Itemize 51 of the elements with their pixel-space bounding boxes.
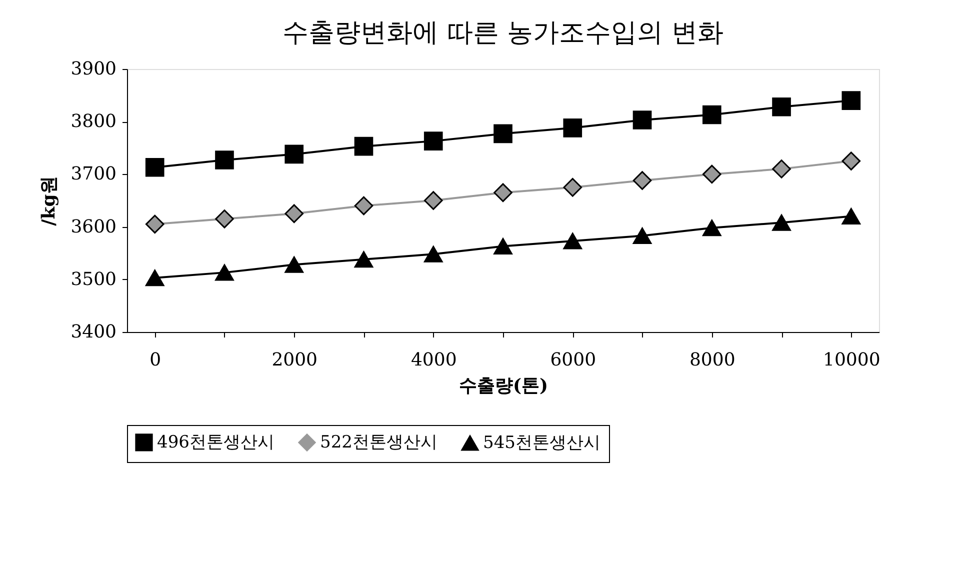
point: [354, 136, 374, 156]
legend-label: 522천톤생산시: [320, 432, 438, 452]
point: [424, 191, 443, 210]
point: [145, 158, 164, 177]
point: [215, 150, 234, 170]
point: [772, 160, 791, 178]
point: [284, 256, 304, 273]
x-tick-label: 0: [150, 350, 162, 370]
x-tick-label: 10000: [823, 350, 880, 370]
legend-label: 545천톤생산시: [483, 433, 600, 454]
point: [494, 183, 512, 202]
point: [563, 178, 582, 197]
point: [563, 118, 582, 138]
point: [354, 196, 374, 216]
y-tick-label: 3500: [70, 268, 116, 290]
point: [632, 227, 652, 244]
point: [702, 105, 722, 124]
point: [424, 132, 443, 150]
y-tick-label: 3800: [70, 111, 116, 132]
x-tick-label: 4000: [410, 350, 457, 370]
point: [494, 124, 512, 144]
point: [424, 246, 443, 262]
point: [772, 97, 791, 116]
x-tick-label: 6000: [550, 350, 596, 370]
point: [215, 210, 234, 228]
point: [563, 232, 582, 250]
chart-title: 수출량변화에 따른 농가조수입의 변화: [282, 18, 724, 48]
x-axis-title: 수출량(톤): [458, 376, 548, 396]
point: [702, 220, 722, 236]
legend-label: 496천톤생산시: [157, 432, 274, 452]
y-tick-label: 3700: [70, 164, 116, 185]
y-tick-label: 3400: [70, 322, 116, 342]
point: [842, 208, 861, 225]
point: [354, 251, 374, 268]
point: [145, 214, 164, 234]
point: [284, 204, 304, 224]
y-tick-label: 3900: [70, 58, 116, 80]
point: [215, 264, 234, 281]
y-tick-label: 3600: [70, 216, 116, 238]
x-tick-label: 2000: [272, 350, 318, 370]
point: [702, 164, 722, 184]
point: [772, 214, 791, 231]
point: [284, 144, 304, 164]
point: [842, 152, 861, 170]
point: [145, 270, 164, 286]
x-tick-label: 8000: [689, 350, 736, 370]
point: [494, 238, 512, 255]
point: [632, 171, 652, 190]
point: [632, 110, 652, 130]
point: [842, 91, 861, 110]
y-axis-title: /kg원: [38, 176, 60, 226]
